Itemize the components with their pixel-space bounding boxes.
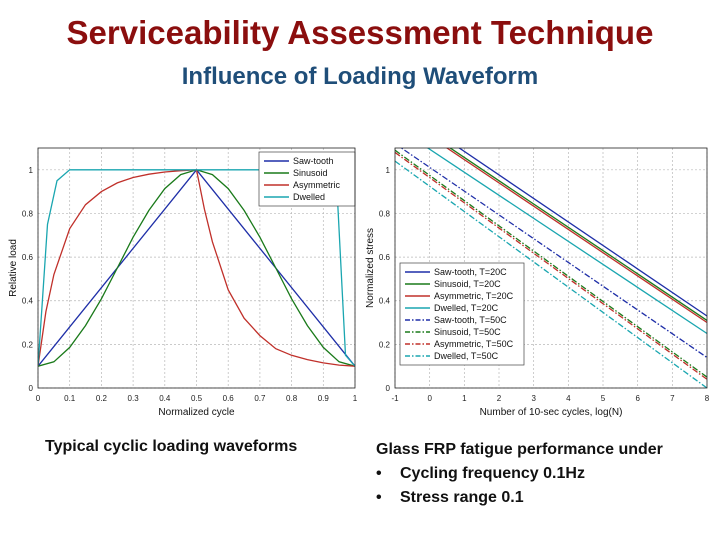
waveform-x-tick-label: 0.2 xyxy=(96,394,108,403)
fatigue-legend-label: Asymmetric, T=20C xyxy=(434,291,514,301)
waveform-y-tick-label: 0.2 xyxy=(22,340,34,349)
waveform-group: 0 0.1 0.2 0.3 0.4 0.5 0.6 0.7 0.8 0.9 1 0 0.2 0.4 0.6 0… xyxy=(8,147,358,418)
slide-title: Serviceability Assessment Technique xyxy=(66,14,654,51)
fatigue-x-tick-label: 4 xyxy=(566,394,571,403)
fatigue-legend: Saw-tooth, T=20C Sinusoid, T=20C Asymmetri… xyxy=(399,262,525,366)
fatigue-series-line xyxy=(426,148,707,335)
fatigue-x-tick-label: 2 xyxy=(497,394,502,403)
fatigue-legend-label: Dwelled, T=50C xyxy=(434,351,499,361)
waveform-x-axis-label: Normalized cycle xyxy=(158,407,235,418)
fatigue-x-tick-label: 6 xyxy=(635,394,640,403)
waveform-x-tick-label: 0.1 xyxy=(64,394,76,403)
bullet-text: Stress range 0.1 xyxy=(400,489,524,506)
bullet-icon: • xyxy=(376,489,382,506)
left-caption: Typical cyclic loading waveforms xyxy=(45,438,298,455)
fatigue-series-line xyxy=(395,160,707,388)
waveform-series-group xyxy=(38,168,355,367)
fatigue-x-tick-label: -1 xyxy=(391,394,399,403)
waveform-x-tick-label: 0.4 xyxy=(159,394,171,403)
waveform-x-tick-label: 0.5 xyxy=(191,394,203,403)
fatigue-x-tick-label: 5 xyxy=(601,394,606,403)
fatigue-x-tick-label: 1 xyxy=(462,394,467,403)
fatigue-series-line xyxy=(445,148,707,324)
waveform-y-tick-label: 0.6 xyxy=(22,253,34,262)
fatigue-x-tick-label: 7 xyxy=(670,394,675,403)
fatigue-y-tick-label: 0 xyxy=(386,384,391,393)
bullet-icon: • xyxy=(376,465,382,482)
fatigue-x-axis-label: Number of 10-sec cycles, log(N) xyxy=(480,407,623,418)
bullet-item: • Stress range 0.1 xyxy=(376,486,663,510)
waveform-x-tick-label: 1 xyxy=(353,394,358,403)
waveform-x-tick-label: 0 xyxy=(36,394,41,403)
fatigue-x-tick-label: 0 xyxy=(427,394,432,403)
bullet-text: Cycling frequency 0.1Hz xyxy=(400,465,585,482)
fatigue-series-group xyxy=(395,148,707,388)
waveform-x-tick-label: 0.6 xyxy=(223,394,235,403)
waveform-x-tick-label: 0.8 xyxy=(286,394,298,403)
waveform-x-tick-label: 0.3 xyxy=(128,394,140,403)
waveform-axes-frame xyxy=(37,147,356,389)
fatigue-legend-label: Sinusoid, T=20C xyxy=(434,279,501,289)
waveform-legend-label: Saw-tooth xyxy=(293,156,334,166)
fatigue-x-tick-label: 3 xyxy=(531,394,536,403)
fatigue-legend-box xyxy=(399,262,525,366)
fatigue-series-line xyxy=(395,151,707,380)
waveform-y-tick-label: 0 xyxy=(29,384,34,393)
waveform-legend-label: Dwelled xyxy=(293,192,325,202)
fatigue-series-line xyxy=(395,149,707,378)
waveform-x-tick-label: 0.7 xyxy=(254,394,266,403)
fatigue-legend-label: Saw-tooth, T=50C xyxy=(434,315,507,325)
fatigue-legend-label: Sinusoid, T=50C xyxy=(434,327,501,337)
fatigue-y-tick-label: 1 xyxy=(386,166,391,175)
fatigue-axes-frame xyxy=(394,147,708,389)
fatigue-legend-label: Dwelled, T=20C xyxy=(434,303,499,313)
fatigue-x-tick-label: 8 xyxy=(705,394,710,403)
slide-subtitle: Influence of Loading Waveform xyxy=(181,63,539,90)
waveform-series-line xyxy=(38,169,355,367)
right-caption: Glass FRP fatigue performance under • Cy… xyxy=(376,438,663,510)
bullet-item: • Cycling frequency 0.1Hz xyxy=(376,462,663,486)
right-caption-heading: Glass FRP fatigue performance under xyxy=(376,441,663,458)
fatigue-y-tick-label: 0.2 xyxy=(379,340,391,349)
waveform-legend: Saw-tooth Sinusoid Asymmetric Dwelled xyxy=(258,151,356,207)
waveform-y-tick-label: 1 xyxy=(29,166,34,175)
fatigue-series-line xyxy=(458,148,707,317)
fatigue-series-line xyxy=(400,148,707,359)
waveform-y-tick-label: 0.8 xyxy=(22,209,34,218)
fatigue-legend-label: Saw-tooth, T=20C xyxy=(434,267,507,277)
waveform-y-axis-label: Relative load xyxy=(8,239,19,297)
waveform-y-tick-label: 0.4 xyxy=(22,297,34,306)
fatigue-series-line xyxy=(449,148,707,321)
fatigue-y-axis-label: Normalized stress xyxy=(365,228,376,308)
fatigue-legend-label: Asymmetric, T=50C xyxy=(434,339,514,349)
fatigue-y-tick-label: 0.4 xyxy=(379,297,391,306)
fatigue-y-tick-label: 0.6 xyxy=(379,253,391,262)
waveform-x-tick-label: 0.9 xyxy=(318,394,330,403)
waveform-legend-label: Asymmetric xyxy=(293,180,340,190)
fatigue-y-tick-label: 0.8 xyxy=(379,209,391,218)
waveform-legend-label: Sinusoid xyxy=(293,168,328,178)
